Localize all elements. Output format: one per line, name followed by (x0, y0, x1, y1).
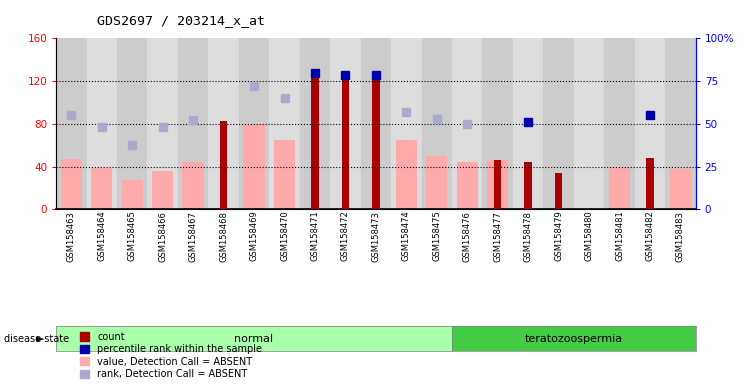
Bar (311, 73, 319, 209)
Bar (524, 162, 532, 209)
Bar (239, 38, 269, 209)
Bar (61, 159, 82, 209)
Text: disease state: disease state (4, 334, 69, 344)
Bar (396, 140, 417, 209)
Bar (87, 38, 117, 209)
Bar (178, 38, 209, 209)
Bar (330, 38, 361, 209)
Text: ►: ► (37, 334, 45, 344)
Bar (487, 160, 509, 209)
Bar (482, 38, 513, 209)
Bar (147, 38, 178, 209)
Bar (361, 38, 391, 209)
Bar (635, 38, 665, 209)
Bar (300, 38, 330, 209)
Bar (269, 38, 300, 209)
Bar (426, 156, 447, 209)
Bar (209, 38, 239, 209)
Bar (220, 121, 227, 209)
Bar (513, 38, 543, 209)
Bar (574, 38, 604, 209)
Bar (555, 173, 562, 209)
Text: normal: normal (234, 334, 274, 344)
Bar (609, 167, 630, 209)
Bar (456, 162, 478, 209)
Bar (56, 38, 87, 209)
Bar (452, 38, 482, 209)
Legend: count, percentile rank within the sample, value, Detection Call = ABSENT, rank, : count, percentile rank within the sample… (79, 332, 262, 379)
Bar (372, 77, 380, 209)
Bar (342, 76, 349, 209)
Text: teratozoospermia: teratozoospermia (525, 334, 623, 344)
Bar (422, 38, 452, 209)
Bar (604, 38, 635, 209)
Bar (91, 168, 112, 209)
Bar (152, 171, 174, 209)
Bar (117, 38, 147, 209)
Bar (669, 169, 691, 209)
Bar (122, 180, 143, 209)
Bar (543, 38, 574, 209)
Bar (665, 38, 696, 209)
Bar (274, 140, 295, 209)
Bar (243, 124, 265, 209)
Text: GDS2697 / 203214_x_at: GDS2697 / 203214_x_at (97, 14, 266, 27)
Bar (646, 158, 654, 209)
Bar (183, 162, 203, 209)
Bar (391, 38, 422, 209)
Bar (494, 160, 501, 209)
